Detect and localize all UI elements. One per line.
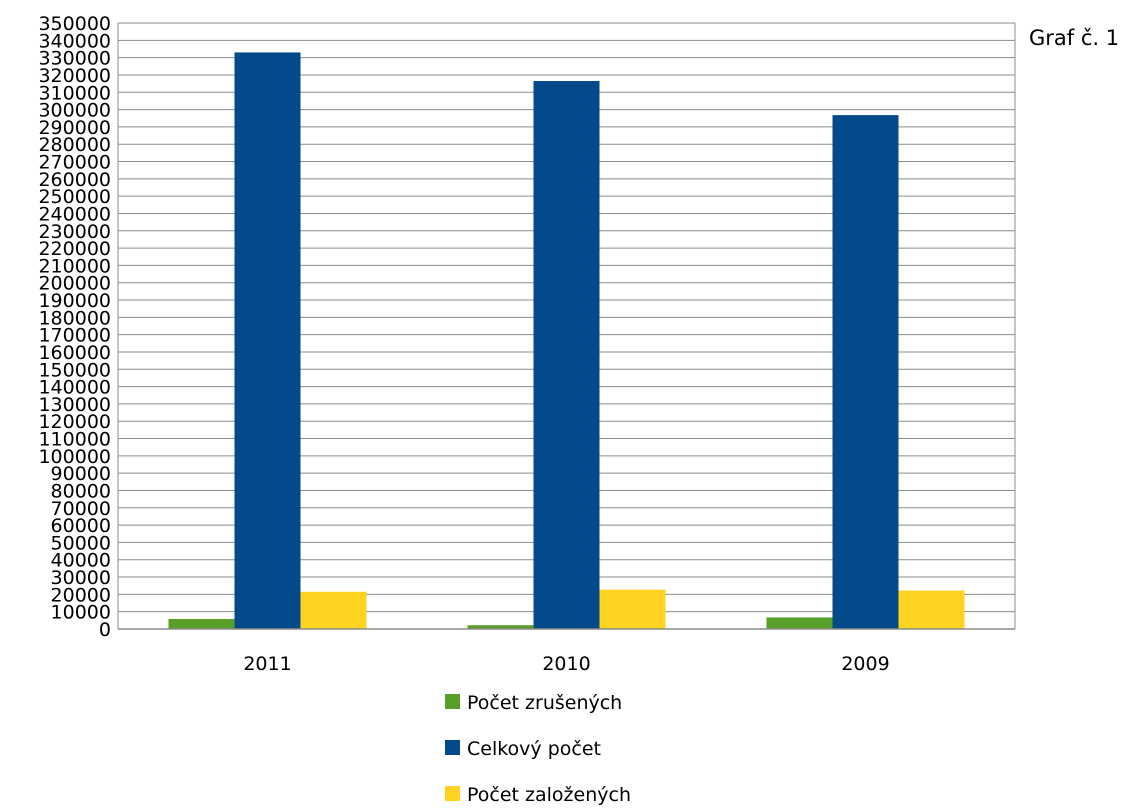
legend-swatch	[445, 786, 460, 801]
y-tick-label: 280000	[38, 134, 111, 156]
y-tick-label: 180000	[38, 307, 111, 329]
legend-swatch	[445, 694, 460, 709]
y-tick-label: 100000	[38, 446, 111, 468]
y-tick-label: 330000	[38, 48, 111, 70]
y-tick-label: 320000	[38, 65, 111, 87]
y-tick-label: 70000	[51, 498, 111, 520]
y-tick-label: 230000	[38, 221, 111, 243]
y-tick-label: 160000	[38, 342, 111, 364]
y-tick-label: 40000	[51, 550, 111, 572]
bar-2009-series-0	[766, 617, 833, 629]
y-tick-label: 140000	[38, 377, 111, 399]
bar-2010-series-2	[599, 589, 666, 629]
x-tick-label: 2009	[841, 653, 889, 675]
y-tick-label: 220000	[38, 238, 111, 260]
y-tick-label: 170000	[38, 325, 111, 347]
y-tick-label: 210000	[38, 255, 111, 277]
y-tick-label: 240000	[38, 203, 111, 225]
y-tick-label: 110000	[38, 429, 111, 451]
y-tick-label: 200000	[38, 273, 111, 295]
legend-label: Počet zrušených	[467, 692, 622, 714]
y-tick-label: 0	[99, 619, 111, 641]
x-tick-label: 2010	[542, 653, 590, 675]
bar-2011-series-2	[300, 591, 367, 629]
y-tick-label: 260000	[38, 169, 111, 191]
y-tick-label: 50000	[51, 532, 111, 554]
legend-label: Celkový počet	[467, 738, 601, 760]
y-tick-label: 290000	[38, 117, 111, 139]
legend-swatch	[445, 740, 460, 755]
bar-2010-series-0	[467, 625, 534, 629]
y-tick-label: 150000	[38, 359, 111, 381]
chart-side-label: Graf č. 1	[1029, 26, 1120, 50]
y-tick-label: 60000	[51, 515, 111, 537]
bar-2009-series-2	[898, 590, 965, 629]
y-tick-label: 90000	[51, 463, 111, 485]
y-tick-label: 340000	[38, 30, 111, 52]
x-tick-label: 2011	[243, 653, 291, 675]
y-tick-label: 350000	[38, 13, 111, 35]
y-tick-label: 310000	[38, 82, 111, 104]
y-tick-label: 20000	[51, 584, 111, 606]
legend-label: Počet založených	[467, 784, 631, 806]
bar-2011-series-1	[234, 52, 301, 630]
y-tick-label: 80000	[51, 480, 111, 502]
y-tick-label: 10000	[51, 602, 111, 624]
bar-2009-series-1	[832, 115, 899, 629]
bar-2010-series-1	[533, 81, 600, 629]
y-tick-label: 130000	[38, 394, 111, 416]
y-tick-label: 120000	[38, 411, 111, 433]
y-tick-label: 270000	[38, 152, 111, 174]
y-tick-label: 30000	[51, 567, 111, 589]
bar-2011-series-0	[168, 618, 235, 629]
y-tick-label: 250000	[38, 186, 111, 208]
y-tick-label: 190000	[38, 290, 111, 312]
y-tick-label: 300000	[38, 100, 111, 122]
